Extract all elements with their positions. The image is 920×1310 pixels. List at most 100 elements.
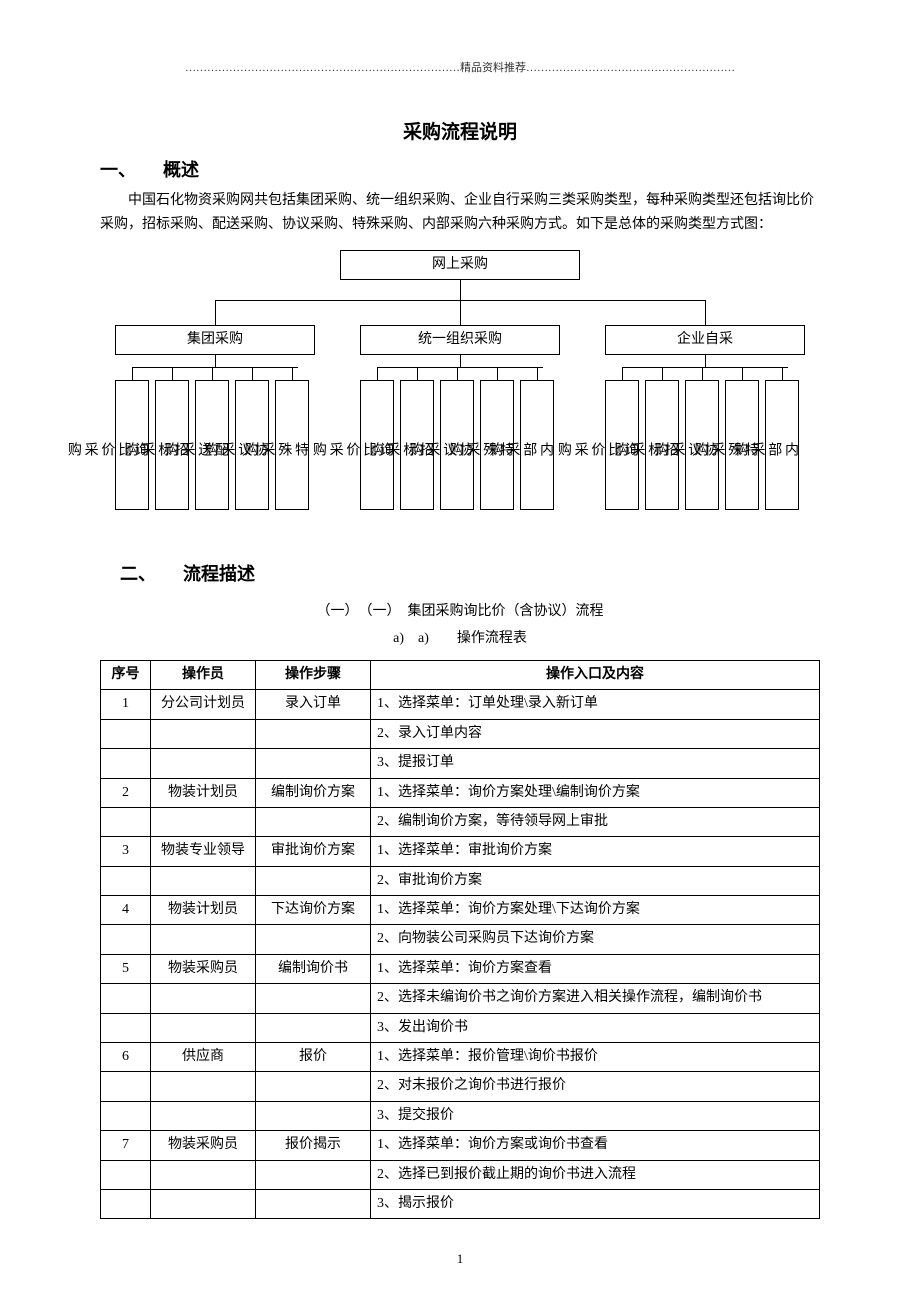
- tree-line: [215, 355, 216, 367]
- table-row: 2、向物装公司采购员下达询价方案: [101, 925, 820, 954]
- tree-line: [782, 367, 783, 380]
- table-row: 3、发出询价书: [101, 1013, 820, 1042]
- table-cell: [151, 1101, 256, 1130]
- subsection-b: a) a) 操作流程表: [100, 628, 820, 650]
- section2-heading: 二、 流程描述: [120, 560, 820, 589]
- table-cell: [256, 866, 371, 895]
- table-cell: 2、编制询价方案，等待领导网上审批: [371, 807, 820, 836]
- tree-line: [417, 367, 418, 380]
- tree-line: [662, 367, 663, 380]
- table-cell: [256, 925, 371, 954]
- table-cell: 1、选择菜单：询价方案处理\编制询价方案: [371, 778, 820, 807]
- table-cell: 2、审批询价方案: [371, 866, 820, 895]
- table-row: 5物装采购员编制询价书1、选择菜单：询价方案查看: [101, 954, 820, 983]
- tree-line: [460, 280, 461, 300]
- table-cell: [101, 807, 151, 836]
- tree-line: [705, 355, 706, 367]
- table-cell: 分公司计划员: [151, 690, 256, 719]
- table-cell: 1、选择菜单：询价方案或询价书查看: [371, 1131, 820, 1160]
- table-cell: [101, 1101, 151, 1130]
- table-cell: [101, 1013, 151, 1042]
- table-cell: 2、录入订单内容: [371, 719, 820, 748]
- table-cell: 6: [101, 1043, 151, 1072]
- table-row: 2、录入订单内容: [101, 719, 820, 748]
- tree-line: [460, 300, 461, 325]
- table-cell: [256, 1072, 371, 1101]
- table-cell: [151, 866, 256, 895]
- table-row: 1分公司计划员录入订单1、选择菜单：订单处理\录入新订单: [101, 690, 820, 719]
- th-step: 操作步骤: [256, 660, 371, 689]
- document-title: 采购流程说明: [100, 118, 820, 148]
- tree-line: [742, 367, 743, 380]
- tree-line: [132, 367, 133, 380]
- table-cell: 1: [101, 690, 151, 719]
- tree-line: [460, 355, 461, 367]
- page-number: 1: [100, 1249, 820, 1270]
- tree-mid-2: 统一组织采购: [360, 325, 560, 355]
- subsection-a: （一） （一） 集团采购询比价（含协议）流程: [100, 601, 820, 623]
- tree-line: [252, 367, 253, 380]
- table-cell: 3、发出询价书: [371, 1013, 820, 1042]
- table-cell: 下达询价方案: [256, 896, 371, 925]
- table-cell: [101, 866, 151, 895]
- table-cell: [151, 1160, 256, 1189]
- table-cell: 编制询价方案: [256, 778, 371, 807]
- table-cell: 5: [101, 954, 151, 983]
- table-cell: [101, 719, 151, 748]
- table-cell: [151, 984, 256, 1013]
- table-cell: 2、选择未编询价书之询价方案进入相关操作流程，编制询价书: [371, 984, 820, 1013]
- table-cell: 1、选择菜单：报价管理\询价书报价: [371, 1043, 820, 1072]
- tree-leaf: 特殊采购: [275, 380, 309, 510]
- tree-line: [497, 367, 498, 380]
- table-cell: [256, 719, 371, 748]
- table-cell: [256, 749, 371, 778]
- table-cell: [151, 1013, 256, 1042]
- table-row: 2、对未报价之询价书进行报价: [101, 1072, 820, 1101]
- table-cell: 2、向物装公司采购员下达询价方案: [371, 925, 820, 954]
- tree-line: [622, 367, 788, 368]
- table-cell: 2、对未报价之询价书进行报价: [371, 1072, 820, 1101]
- tree-line: [622, 367, 623, 380]
- table-header-row: 序号 操作员 操作步骤 操作入口及内容: [101, 660, 820, 689]
- table-cell: 录入订单: [256, 690, 371, 719]
- table-cell: [151, 1189, 256, 1218]
- table-row: 2、审批询价方案: [101, 866, 820, 895]
- table-cell: 物装专业领导: [151, 837, 256, 866]
- tree-line: [172, 367, 173, 380]
- table-cell: [101, 984, 151, 1013]
- table-row: 2、选择已到报价截止期的询价书进入流程: [101, 1160, 820, 1189]
- table-cell: 7: [101, 1131, 151, 1160]
- table-cell: [101, 1160, 151, 1189]
- tree-line: [705, 300, 706, 325]
- tree-line: [132, 367, 298, 368]
- table-cell: [151, 1072, 256, 1101]
- table-cell: 3: [101, 837, 151, 866]
- table-cell: 审批询价方案: [256, 837, 371, 866]
- table-cell: [101, 925, 151, 954]
- table-cell: [151, 719, 256, 748]
- table-cell: [101, 1189, 151, 1218]
- table-cell: [101, 1072, 151, 1101]
- table-cell: [101, 749, 151, 778]
- table-row: 2物装计划员编制询价方案1、选择菜单：询价方案处理\编制询价方案: [101, 778, 820, 807]
- tree-mid-3: 企业自采: [605, 325, 805, 355]
- tree-line: [212, 367, 213, 380]
- table-row: 7物装采购员报价揭示1、选择菜单：询价方案或询价书查看: [101, 1131, 820, 1160]
- th-content: 操作入口及内容: [371, 660, 820, 689]
- table-cell: 编制询价书: [256, 954, 371, 983]
- table-cell: 供应商: [151, 1043, 256, 1072]
- tree-line: [215, 300, 216, 325]
- table-cell: [256, 1101, 371, 1130]
- table-cell: [151, 749, 256, 778]
- table-cell: 物装采购员: [151, 954, 256, 983]
- tree-mid-1: 集团采购: [115, 325, 315, 355]
- table-cell: 1、选择菜单：审批询价方案: [371, 837, 820, 866]
- tree-line: [537, 367, 538, 380]
- org-tree: 网上采购 集团采购 统一组织采购 企业自采 询比价采购招标采购配送采购协议采购特…: [100, 250, 820, 550]
- tree-line: [377, 367, 378, 380]
- table-cell: 物装计划员: [151, 896, 256, 925]
- operation-table: 序号 操作员 操作步骤 操作入口及内容 1分公司计划员录入订单1、选择菜单：订单…: [100, 660, 820, 1219]
- table-cell: 1、选择菜单：询价方案处理\下达询价方案: [371, 896, 820, 925]
- table-cell: [256, 984, 371, 1013]
- tree-line: [292, 367, 293, 380]
